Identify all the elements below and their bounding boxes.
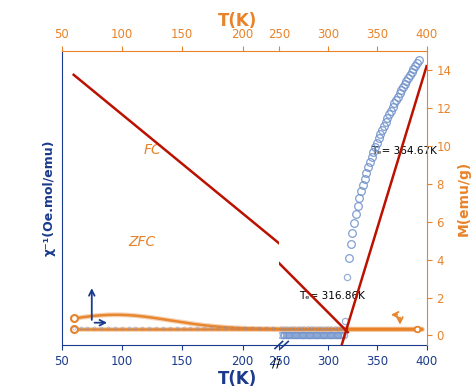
Y-axis label: χ⁻¹(Oe.mol/emu): χ⁻¹(Oe.mol/emu): [43, 140, 56, 256]
Text: ZFC: ZFC: [128, 235, 155, 249]
Text: //: //: [272, 356, 281, 369]
Text: Tₑ= 316.86K: Tₑ= 316.86K: [300, 291, 365, 301]
Text: T(K): T(K): [218, 12, 256, 30]
Text: Tₑ= 364.67K: Tₑ= 364.67K: [372, 146, 438, 156]
Y-axis label: M(emu/g): M(emu/g): [457, 160, 471, 236]
Text: FC: FC: [144, 143, 162, 157]
Text: T(K): T(K): [218, 370, 256, 388]
